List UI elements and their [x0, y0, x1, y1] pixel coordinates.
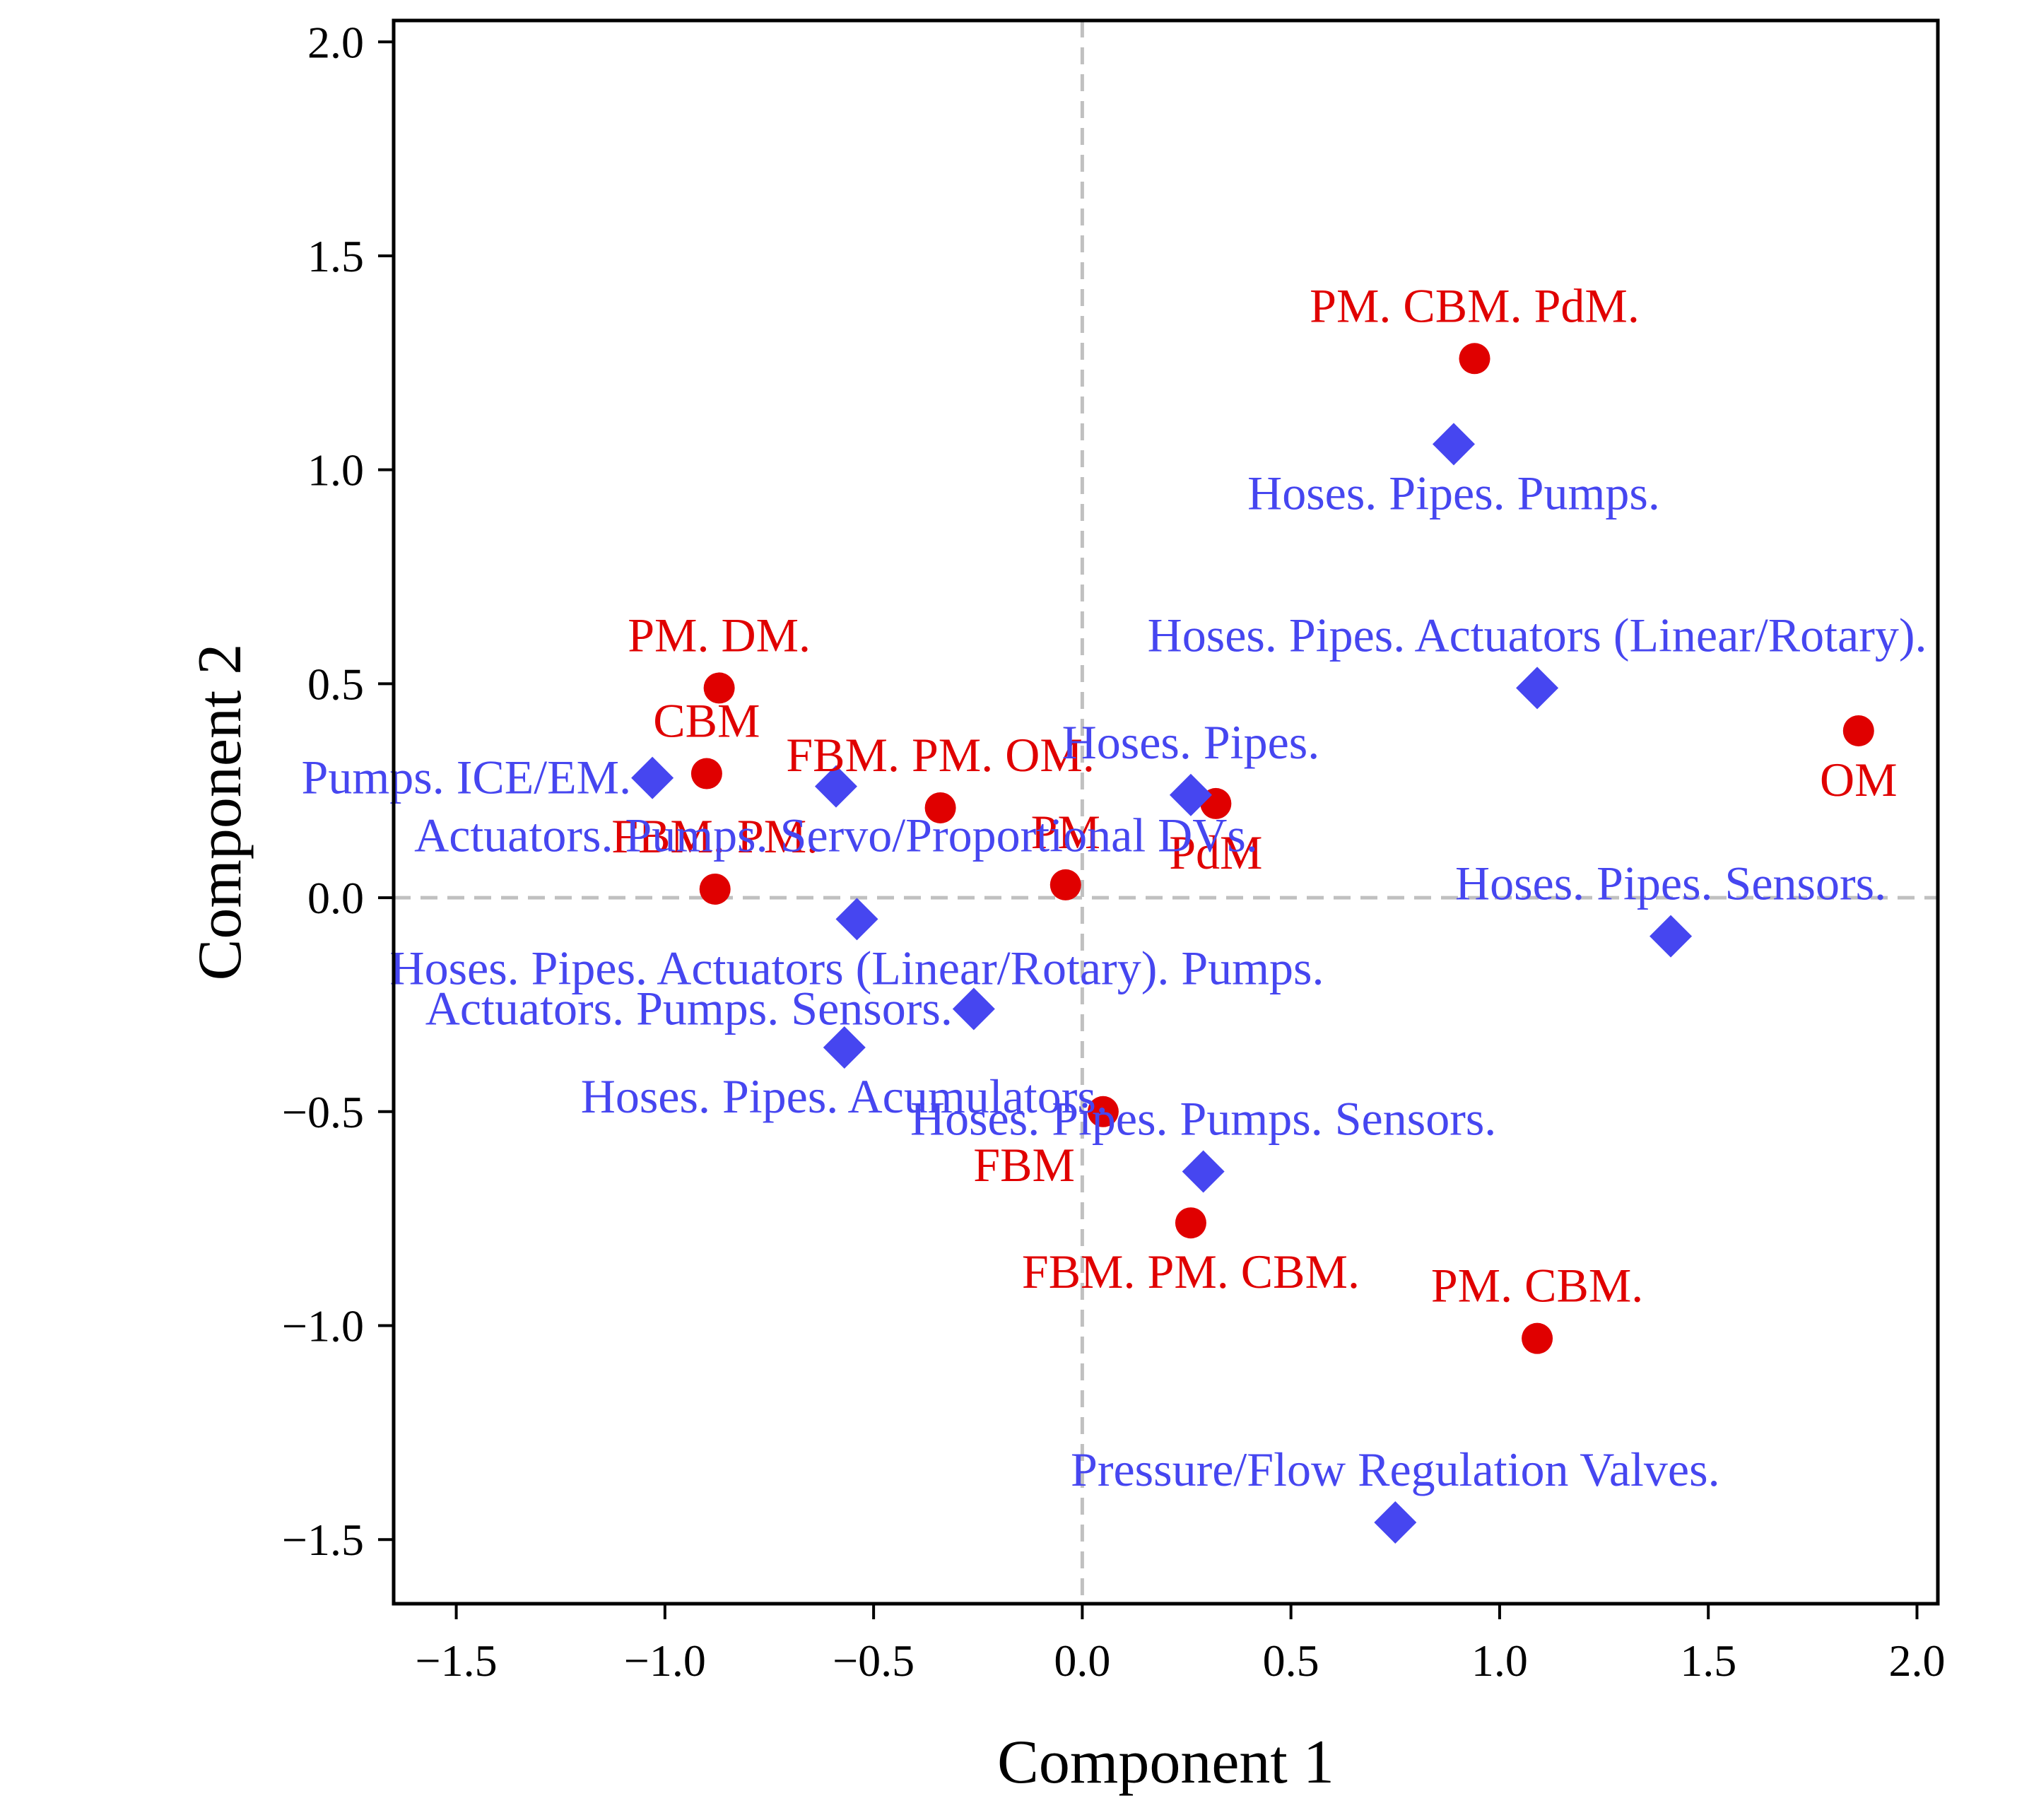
y-tick-label: 2.0 [307, 17, 364, 67]
x-tick-label: −1.0 [624, 1636, 706, 1686]
component-point [1650, 915, 1693, 958]
strategy-point [703, 672, 735, 704]
component-point [1182, 1150, 1225, 1193]
component-point-label: Hoses. Pipes. Sensors. [1455, 857, 1886, 910]
strategy-point-label: PdM [1169, 826, 1262, 879]
strategy-point-label: PM [1031, 805, 1100, 859]
strategy-point [690, 758, 722, 789]
strategy-point-label: PM. CBM. [1431, 1259, 1643, 1313]
y-tick-label: −1.0 [282, 1301, 364, 1351]
strategy-point-label: FBM [973, 1138, 1075, 1192]
strategy-point-label: CBM [653, 694, 760, 748]
y-tick-label: 0.0 [307, 873, 364, 923]
component-point [835, 898, 878, 941]
y-tick-label: −1.5 [282, 1515, 364, 1565]
x-tick-label: 0.0 [1054, 1636, 1110, 1686]
y-axis-title: Component 2 [186, 644, 254, 981]
component-point [1169, 773, 1212, 816]
x-tick-label: 2.0 [1888, 1636, 1945, 1686]
x-tick-label: 1.0 [1471, 1636, 1528, 1686]
x-axis-title: Component 1 [997, 1728, 1334, 1797]
y-tick-label: 1.5 [307, 231, 364, 281]
point-labels: PM. CBM. PdM. PM. DM. CBM FBM. PM. OM. PM FBM… [302, 278, 1927, 1496]
y-tick-label: 1.0 [307, 445, 364, 495]
strategy-point-label: FBM. PM. [611, 809, 818, 863]
y-tick-label: −0.5 [282, 1087, 364, 1137]
axis-ticks: −1.5 −1.0 −0.5 0.0 0.5 1.0 1.5 2.0 2.0 1.5 1.0 0.5 0… [282, 17, 1946, 1686]
strategy-point [1175, 1207, 1206, 1239]
component-point [631, 756, 674, 799]
y-tick-label: 0.5 [307, 659, 364, 709]
component-point-label: Actuators. Pumps. Sensors. [425, 981, 953, 1035]
x-tick-label: 1.5 [1680, 1636, 1736, 1686]
component-point-label: Hoses. Pipes. Actuators (Linear/Rotary). [1148, 608, 1927, 662]
component-point [823, 1026, 866, 1069]
x-tick-label: −1.5 [416, 1636, 498, 1686]
strategy-point-label: PM. CBM. PdM. [1310, 278, 1640, 332]
x-tick-label: 0.5 [1263, 1636, 1319, 1686]
component-point [1516, 667, 1559, 710]
component-point [1374, 1501, 1417, 1544]
component-point-label: Actuators. Pumps. Servo/Proportional DVs… [414, 809, 1258, 862]
strategy-point-label: PM. DM. [628, 608, 811, 662]
reference-lines [394, 20, 1938, 1604]
plot-frame [392, 18, 1940, 1606]
strategy-point [924, 792, 956, 823]
strategy-point [1459, 343, 1490, 375]
strategy-point-label: OM [1820, 753, 1898, 806]
component-point-label: Hoses. Pipes. Acumulators. [581, 1069, 1108, 1123]
component-point [814, 765, 857, 808]
component-point-label: Hoses. Pipes. [1062, 715, 1320, 769]
component-point [1432, 423, 1475, 466]
strategy-point-label: FBM. PM. OM. [786, 728, 1095, 782]
component-point-label: Hoses. Pipes. Actuators (Linear/Rotary).… [389, 941, 1324, 994]
component-point [952, 987, 995, 1031]
strategy-point [1842, 715, 1874, 746]
x-tick-label: −0.5 [833, 1636, 915, 1686]
strategy-point [699, 873, 731, 905]
component-point-label: Pressure/Flow Regulation Valves. [1071, 1443, 1720, 1496]
component-point-label: Hoses. Pipes. Pumps. [1247, 466, 1660, 519]
strategy-point [1522, 1322, 1553, 1354]
component-point-label: Hoses. Pipes. Pumps. Sensors. [910, 1092, 1496, 1146]
strategy-point [1087, 1096, 1119, 1127]
component-point-label: Pumps. ICE/EM. [302, 751, 632, 804]
strategy-point [1049, 869, 1081, 900]
strategy-point-label: FBM. PM. CBM. [1022, 1245, 1360, 1298]
data-points [631, 343, 1874, 1544]
